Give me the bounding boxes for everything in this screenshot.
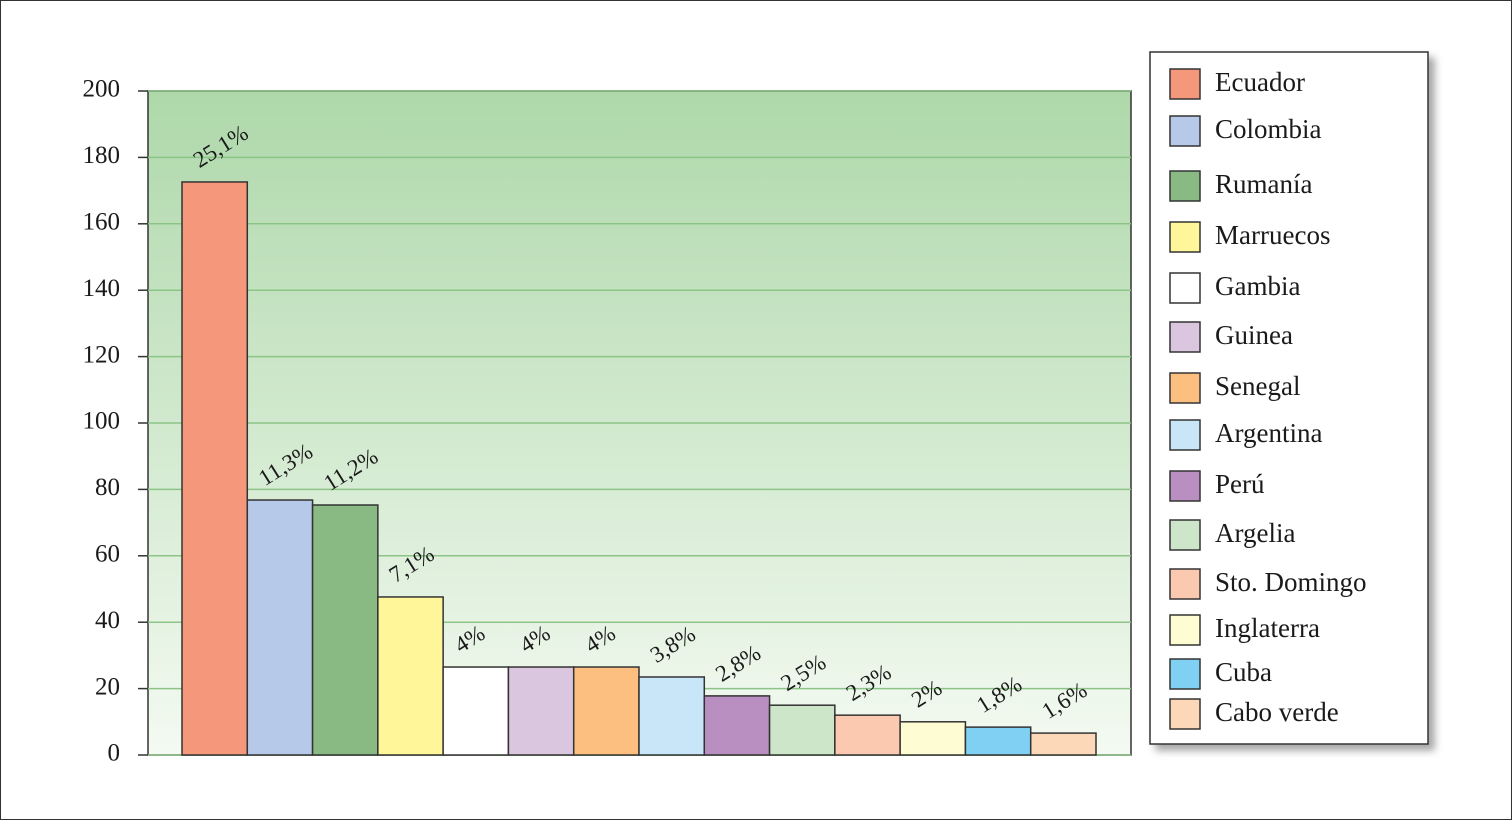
y-tick-label: 120 [83, 341, 121, 368]
legend-label: Guinea [1215, 320, 1293, 350]
legend-label: Perú [1215, 469, 1265, 499]
legend-swatch [1169, 221, 1201, 253]
bar [507, 666, 575, 756]
y-tick-label: 60 [95, 541, 120, 568]
y-tick-label: 80 [95, 474, 120, 501]
y-tick-label: 160 [83, 209, 121, 236]
bar [703, 695, 771, 756]
legend-label: Argelia [1215, 518, 1295, 548]
bar [246, 499, 314, 756]
y-tick-label: 0 [108, 740, 121, 767]
legend-label: Cabo verde [1215, 697, 1339, 727]
bar [834, 714, 901, 756]
legend-label: Ecuador [1215, 67, 1305, 97]
legend-swatch [1169, 372, 1201, 404]
y-tick-label: 20 [95, 673, 120, 700]
legend-label: Gambia [1215, 271, 1300, 301]
legend-swatch [1169, 614, 1201, 646]
y-tick-label: 200 [83, 76, 121, 103]
legend-swatch [1169, 170, 1201, 202]
legend-label: Cuba [1215, 657, 1272, 687]
bar [572, 666, 640, 756]
bar [964, 726, 1032, 756]
y-tick-label: 180 [83, 142, 121, 169]
legend-label: Rumanía [1215, 169, 1312, 199]
bar [899, 721, 967, 756]
legend-label: Sto. Domingo [1215, 567, 1367, 597]
legend-label: Colombia [1215, 114, 1322, 144]
bar [442, 666, 510, 756]
y-tick-label: 100 [83, 408, 121, 435]
bar [311, 504, 379, 756]
legend-label: Argentina [1215, 418, 1322, 448]
legend-label: Senegal [1215, 371, 1300, 401]
bar [638, 676, 706, 756]
legend-swatch [1169, 519, 1201, 551]
bar [1029, 732, 1097, 756]
legend-swatch [1169, 272, 1201, 304]
legend-swatch [1169, 68, 1201, 100]
bar [768, 704, 836, 756]
y-tick-label: 40 [95, 607, 120, 634]
legend-swatch [1169, 698, 1201, 730]
legend-swatch [1169, 568, 1201, 600]
legend-label: Inglaterra [1215, 613, 1320, 643]
y-tick-label: 140 [83, 275, 121, 302]
legend-swatch [1169, 658, 1201, 690]
legend-swatch [1169, 321, 1201, 353]
legend-swatch [1169, 419, 1201, 451]
bar [377, 596, 444, 756]
bar [181, 181, 249, 756]
legend-swatch [1169, 470, 1201, 502]
legend-swatch [1169, 115, 1201, 147]
legend-label: Marruecos [1215, 220, 1330, 250]
